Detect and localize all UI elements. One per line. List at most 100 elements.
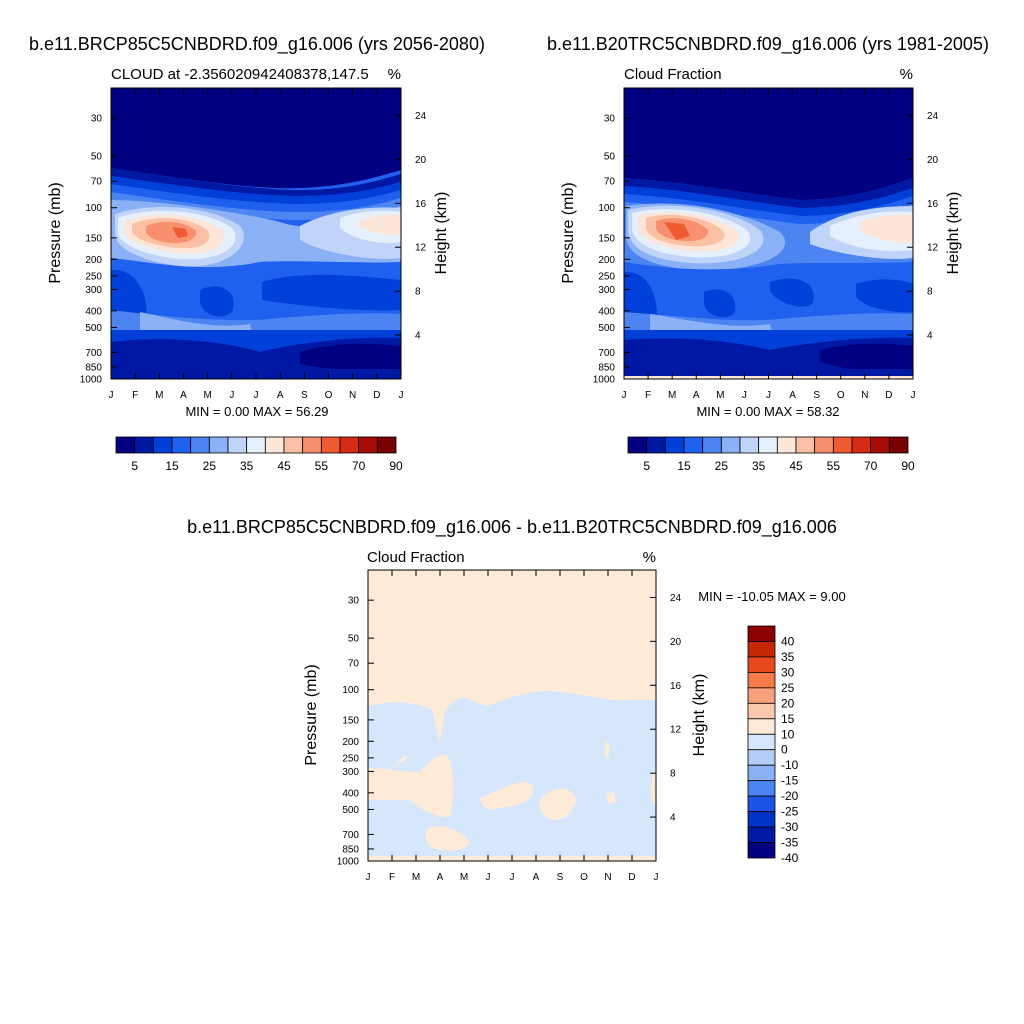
y-tick-label: 100 [598,203,615,214]
colorbar-label: 20 [781,696,795,710]
x-tick-label: S [813,390,820,401]
y-tick-label: 700 [85,348,102,359]
panel-1-title: b.e11.BRCP85C5CNBDRD.f09_g16.006 (yrs 20… [29,34,485,55]
y2-tick-label: 4 [927,331,933,342]
panel-2-y2-axis: 4 8 12 16 20 24 [907,111,939,342]
colorbar-swatch [376,436,397,454]
panel-2-ylabel: Pressure (mb) [560,182,577,283]
x-tick-label: S [557,872,564,883]
colorbar-label: 55 [315,459,329,473]
panel-1-variable-label: CLOUD at -2.356020942408378,147.5 [111,66,369,83]
x-tick-label: J [622,390,627,401]
colorbar-label: -25 [781,805,799,819]
colorbar-swatch [264,436,285,454]
colorbar-label: 70 [864,459,878,473]
panel-1-units-label: % [388,66,401,83]
colorbar-label: 15 [677,459,691,473]
x-tick-label: F [645,390,651,401]
colorbar-swatch [747,687,776,704]
colorbar-label: 15 [781,712,795,726]
colorbar-swatch [776,436,797,454]
colorbar-swatch [302,436,322,454]
x-tick-label: M [155,390,163,401]
y-tick-label: 500 [85,323,102,334]
y-tick-label: 200 [342,737,359,748]
colorbar-label: 70 [352,459,366,473]
y2-tick-label: 12 [415,243,427,254]
y-tick-label: 1000 [593,375,616,386]
colorbar-label: 35 [781,650,795,664]
x-tick-label: J [654,872,659,883]
colorbar-label: -30 [781,820,799,834]
panel-2-y2label: Height (km) [945,192,962,275]
panel-3-y2label: Height (km) [691,674,708,757]
panel-1-contour-field [111,88,401,379]
colorbar-swatch [627,436,648,454]
y2-tick-label: 12 [927,243,939,254]
colorbar-label: 30 [781,665,795,679]
colorbar-label: -40 [781,851,799,865]
x-tick-label: A [180,390,187,401]
colorbar-label: 40 [781,634,795,648]
colorbar-swatch [739,436,760,454]
panel-1-y-axis: 30 50 70 100 150 200 250 300 400 500 700 850 1000 [80,114,117,386]
colorbar-swatch [115,436,136,454]
colorbar-swatch [888,436,909,454]
colorbar-swatch [208,436,229,454]
panel-2-variable-label: Cloud Fraction [624,66,722,83]
x-tick-label: M [716,390,724,401]
x-tick-label: J [366,872,371,883]
x-tick-label: D [885,390,892,401]
colorbar-swatch [747,780,776,797]
colorbar-swatch [747,764,776,782]
y-tick-label: 850 [85,362,102,373]
y2-tick-label: 12 [670,725,682,736]
y-tick-label: 100 [342,685,359,696]
x-tick-label: J [510,872,515,883]
y-tick-label: 70 [348,659,360,670]
x-tick-label: O [325,390,333,401]
y2-tick-label: 24 [670,593,682,604]
y-tick-label: 500 [342,805,359,816]
panel-1-ylabel: Pressure (mb) [47,182,64,283]
x-tick-label: N [349,390,356,401]
x-tick-label: J [109,390,114,401]
colorbar-swatch [683,436,704,454]
panel-3-contour-field [368,570,656,861]
colorbar-swatch [747,702,776,720]
x-tick-label: A [789,390,796,401]
x-tick-label: O [837,390,845,401]
y-tick-label: 150 [85,233,102,244]
y-tick-label: 850 [342,844,359,855]
y-tick-label: 50 [348,634,360,645]
y-tick-label: 1000 [80,375,103,386]
colorbar-swatch [339,436,360,454]
colorbar-swatch [720,436,741,454]
y-tick-label: 400 [342,788,359,799]
colorbar-swatch [832,436,853,454]
y-tick-label: 850 [598,362,615,373]
y-tick-label: 1000 [337,857,360,868]
colorbar-label: 5 [643,459,650,473]
colorbar-label: 35 [752,459,766,473]
y-tick-label: 300 [85,285,102,296]
panel-3-y2-axis: 4 8 12 16 20 24 [650,593,682,824]
colorbar-swatch [747,625,776,642]
x-tick-label: F [389,872,395,883]
y2-tick-label: 8 [415,287,421,298]
colorbar-label: 25 [203,459,217,473]
y-tick-label: 100 [85,203,102,214]
colorbar-swatch [171,436,192,454]
x-tick-label: M [203,390,211,401]
colorbar-swatch [747,826,776,843]
x-tick-label: A [533,872,540,883]
colorbar-label: 10 [781,727,795,741]
y2-tick-label: 24 [415,111,427,122]
x-tick-label: N [604,872,611,883]
panel-2-units-label: % [900,66,913,83]
panel-1: b.e11.BRCP85C5CNBDRD.f09_g16.006 (yrs 20… [29,34,485,473]
colorbar-swatch [747,795,776,813]
y-tick-label: 70 [91,177,103,188]
x-tick-label: D [628,872,635,883]
